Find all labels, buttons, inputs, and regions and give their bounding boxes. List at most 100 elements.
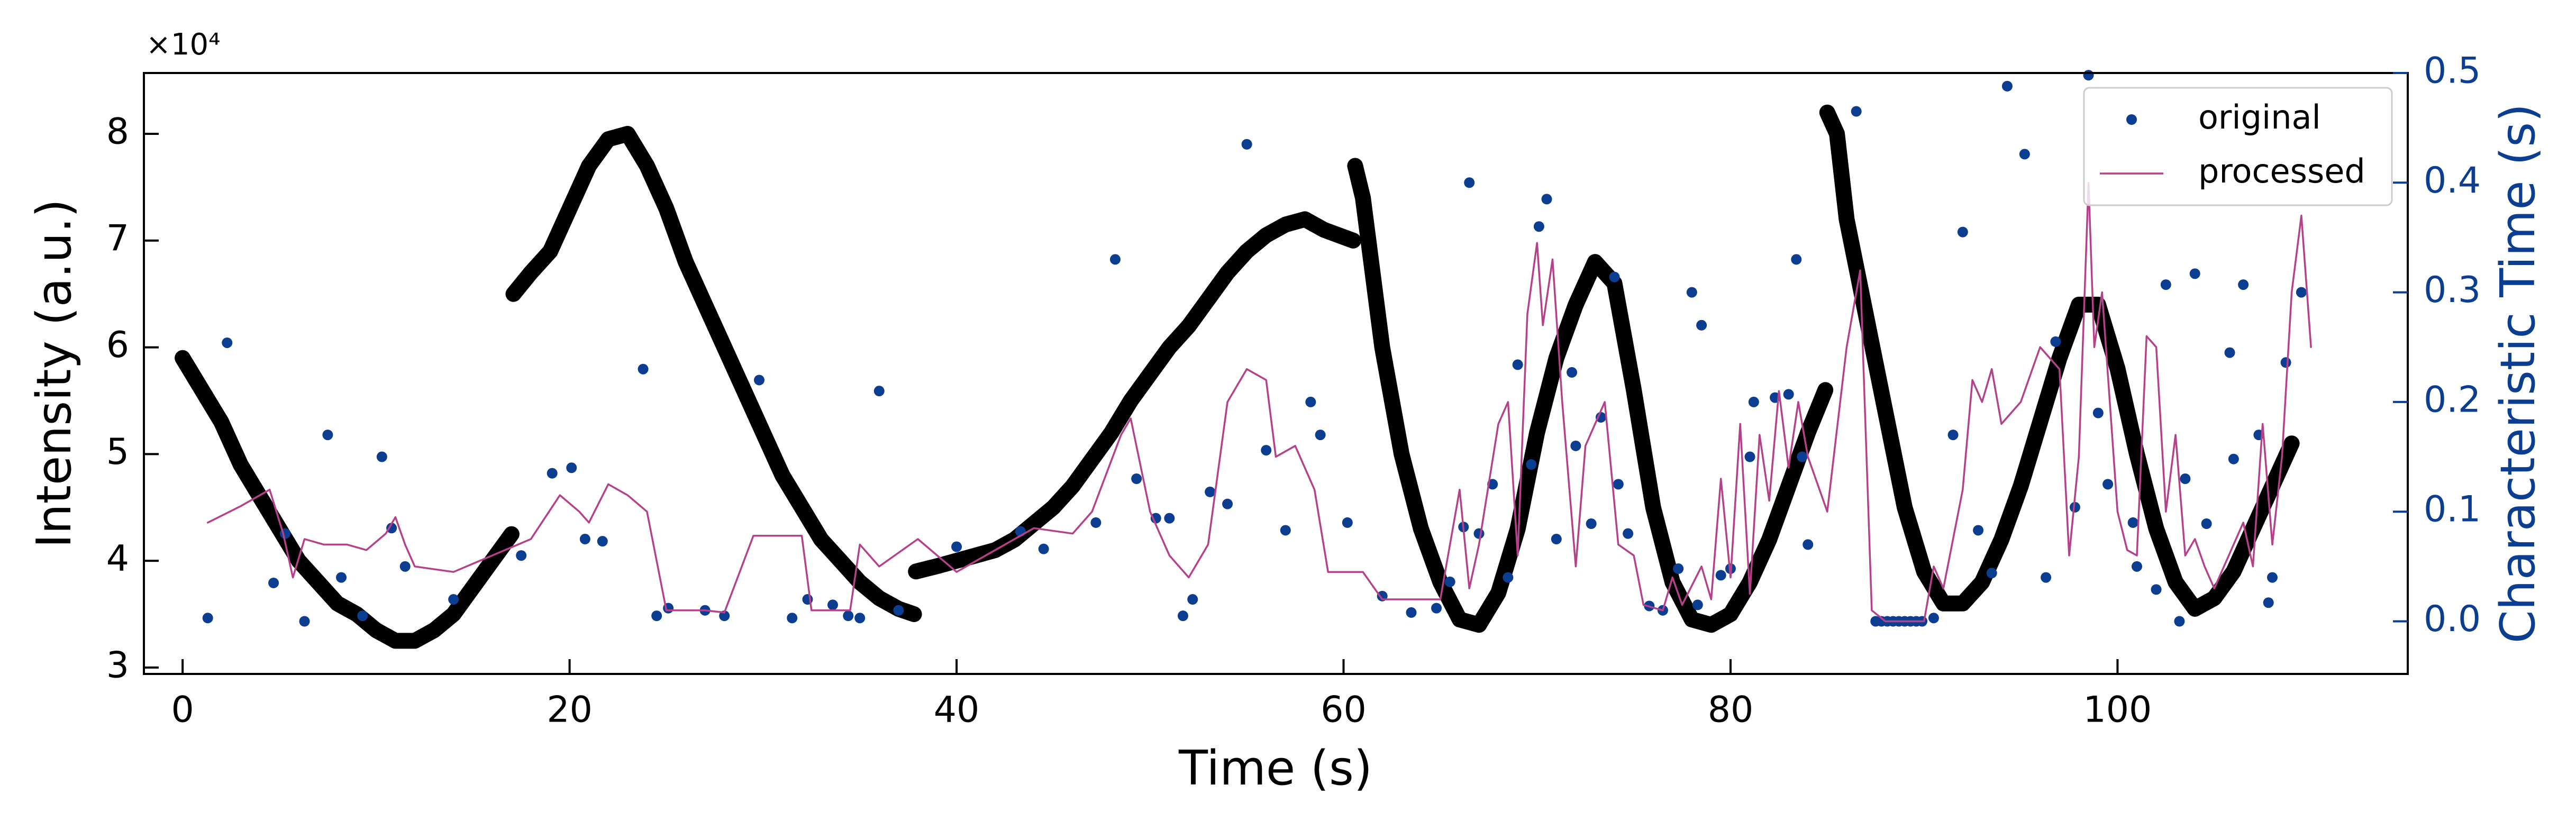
scatter-point — [1342, 517, 1353, 528]
scatter-point — [1512, 359, 1523, 370]
scatter-point — [2280, 357, 2291, 368]
scatter-point — [1315, 430, 1326, 441]
y2-tick-label: 0.0 — [2424, 598, 2481, 640]
plot-area — [175, 70, 2312, 649]
scatter-point — [2041, 572, 2052, 583]
scatter-point — [1748, 396, 1759, 407]
scatter-point — [1686, 287, 1697, 298]
scatter-point — [1797, 451, 1808, 462]
scatter-point — [1187, 594, 1198, 605]
legend-label: processed — [2198, 152, 2365, 190]
scatter-point — [1464, 177, 1475, 188]
scatter-point — [597, 536, 608, 547]
scatter-point — [1570, 440, 1581, 451]
y-tick-label: 8 — [106, 111, 129, 153]
scatter-point — [1567, 367, 1578, 378]
scatter-point — [1791, 254, 1802, 265]
y-tick-label: 3 — [106, 644, 129, 686]
intensity-line — [908, 211, 1361, 580]
scatter-point — [2160, 279, 2171, 290]
scatter-point — [1744, 451, 1755, 462]
scatter-point — [827, 599, 838, 610]
y2-tick-label: 0.2 — [2424, 379, 2481, 421]
scatter-point — [516, 550, 527, 561]
y2-tick-label: 0.4 — [2424, 160, 2481, 202]
scatter-point — [1973, 525, 1984, 536]
x-tick-label: 60 — [1321, 689, 1367, 731]
x-axis-label: Time (s) — [1178, 741, 1372, 796]
scatter-point — [2263, 597, 2274, 608]
scatter-point — [1177, 610, 1188, 622]
scatter-point — [2180, 473, 2191, 485]
scatter-point — [1305, 396, 1316, 407]
scatter-point — [1986, 568, 1997, 579]
scatter-point — [951, 541, 962, 552]
scatter-point — [787, 613, 798, 624]
y2-tick-label: 0.1 — [2424, 489, 2481, 531]
y-tick-label: 6 — [106, 324, 129, 366]
scatter-point — [547, 468, 558, 479]
scatter-point — [2174, 616, 2185, 627]
series-line — [206, 181, 2312, 623]
scatter-point — [2238, 279, 2249, 290]
scatter-point — [1803, 539, 1814, 550]
scatter-point — [1261, 445, 1272, 456]
scatter-point — [1038, 543, 1049, 554]
intensity-line — [1347, 158, 1834, 633]
scatter-point — [1526, 459, 1537, 470]
x-tick-label: 100 — [2083, 689, 2152, 731]
scatter-point — [1241, 139, 1252, 150]
scatter-point — [386, 523, 397, 534]
scatter-point — [2092, 407, 2104, 418]
scatter-point — [2201, 518, 2212, 529]
scatter-point — [1222, 498, 1233, 509]
intensity-line — [1819, 104, 2300, 617]
scatter-point — [202, 613, 213, 624]
x-tick-label: 40 — [934, 689, 980, 731]
scatter-point — [1957, 226, 1968, 238]
y-tick-label: 4 — [106, 538, 129, 580]
scatter-point — [843, 610, 854, 622]
scatter-point — [2050, 336, 2061, 347]
scatter-point — [2228, 453, 2239, 464]
scatter-point — [2224, 347, 2235, 358]
y-tick-label: 5 — [106, 431, 129, 473]
scatter-point — [448, 594, 459, 605]
y-axis-label: Intensity (a.u.) — [26, 199, 82, 548]
y2-tick-label: 0.5 — [2424, 50, 2481, 92]
scatter-point — [1586, 518, 1597, 529]
scatter-point — [1406, 607, 1417, 618]
scatter-point — [1623, 528, 1634, 539]
scatter-point — [566, 462, 577, 473]
scatter-point — [1109, 254, 1121, 265]
scatter-point — [1541, 194, 1552, 205]
scatter-point — [1444, 576, 1455, 587]
scatter-point — [1783, 389, 1794, 400]
scatter-point — [2131, 561, 2142, 572]
scatter-point — [1673, 563, 1684, 574]
scatter-point — [1164, 513, 1175, 524]
scatter-point — [376, 451, 387, 462]
legend-label: original — [2198, 98, 2321, 136]
y-offset-label: ×10⁴ — [146, 28, 221, 62]
scatter-point — [222, 337, 233, 348]
y2-axis-label: Characteristic Time (s) — [2490, 104, 2546, 644]
scatter-point — [399, 561, 411, 572]
y2-tick-label: 0.3 — [2424, 269, 2481, 311]
scatter-point — [1090, 517, 1102, 528]
legend: original processed — [2083, 87, 2393, 206]
scatter-point — [1131, 473, 1142, 485]
scatter-point — [1613, 479, 1624, 490]
scatter-point — [873, 386, 885, 397]
axes-frame — [143, 72, 2409, 675]
scatter-point — [357, 610, 368, 622]
scatter-point — [1473, 528, 1485, 539]
scatter-point — [893, 605, 904, 616]
scatter-point — [299, 616, 310, 627]
scatter-point — [1696, 320, 1707, 331]
scatter-point — [2069, 501, 2080, 513]
x-tick-label: 80 — [1708, 689, 1754, 731]
scatter-point — [2083, 70, 2094, 81]
scatter-point — [1928, 613, 1939, 624]
